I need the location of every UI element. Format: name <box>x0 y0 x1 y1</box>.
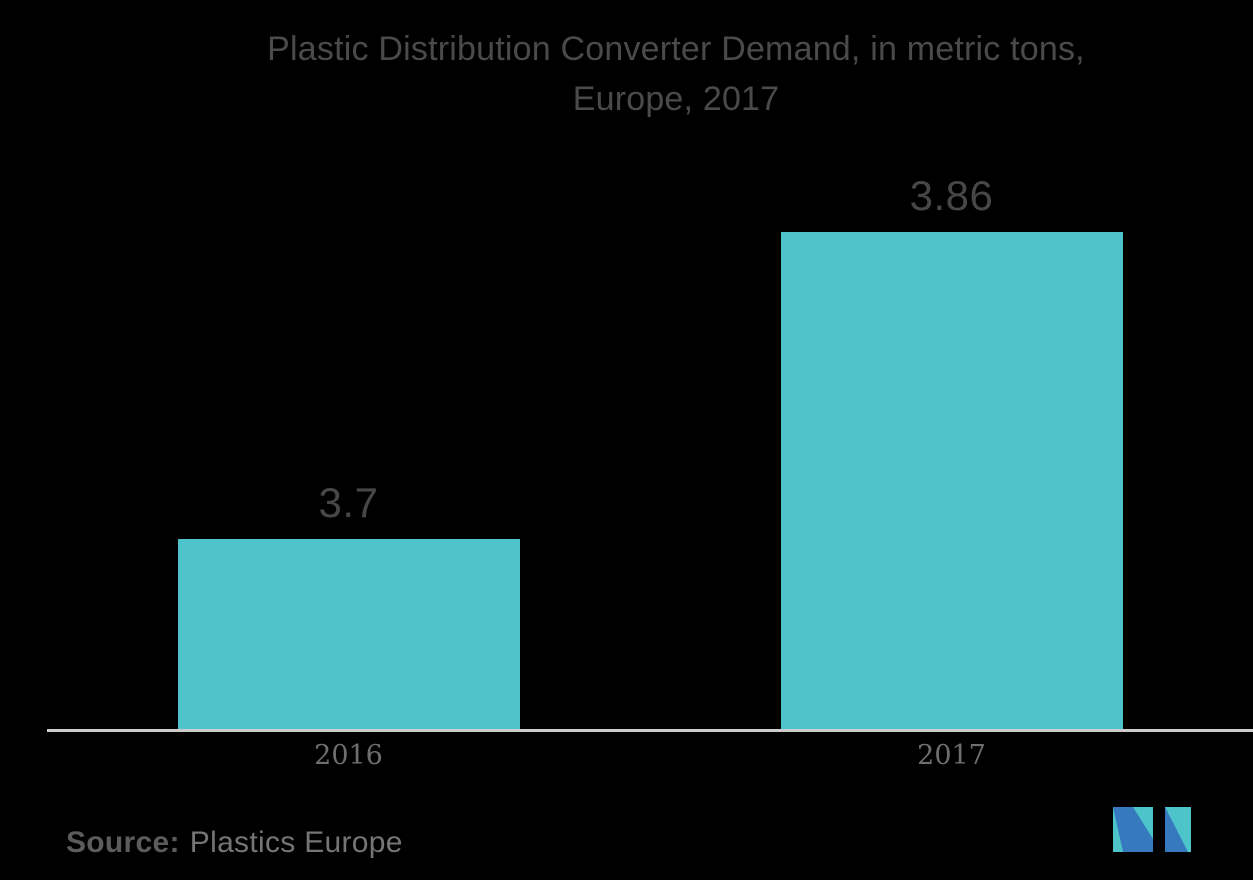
bar-group-2017: 3.86 <box>780 155 1123 731</box>
logo-right-stroke <box>1165 807 1188 852</box>
chart-title-line1: Plastic Distribution Converter Demand, i… <box>267 30 1085 68</box>
bar-value-label: 3.86 <box>909 171 994 219</box>
x-axis-labels: 2016 2017 <box>47 740 1253 780</box>
plot-area: 3.7 3.86 <box>47 155 1253 731</box>
logo-left-stroke <box>1113 807 1153 852</box>
source-text: Plastics Europe <box>189 826 403 859</box>
bar-2016 <box>177 539 520 731</box>
x-axis-line <box>47 729 1253 732</box>
chart-title-line2: Europe, 2017 <box>572 80 780 118</box>
source-label: Source: <box>66 826 180 859</box>
source-note: Source: Plastics Europe <box>66 826 403 860</box>
bar-2017 <box>780 231 1123 731</box>
x-axis-label-2017: 2017 <box>917 740 986 771</box>
x-axis-label-2016: 2016 <box>314 740 383 771</box>
chart-title: Plastic Distribution Converter Demand, i… <box>99 24 1253 124</box>
bar-value-label: 3.7 <box>318 479 379 526</box>
bar-group-2016: 3.7 <box>177 155 520 731</box>
mordor-intelligence-logo <box>1113 807 1191 852</box>
